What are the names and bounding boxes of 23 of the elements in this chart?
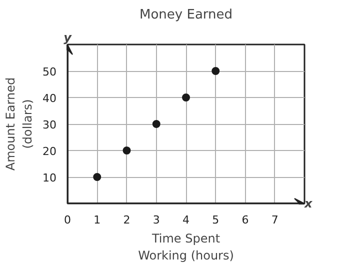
y-tick-label: 30: [42, 118, 57, 132]
point: [93, 173, 102, 181]
x-tick-label: 5: [212, 214, 220, 226]
x-tick-label: 7: [271, 214, 278, 226]
y-tick-label: 40: [42, 92, 57, 105]
x-axis-title: Time Spent Working (hours): [138, 232, 234, 262]
x-tick-label: 4: [182, 214, 190, 226]
point: [122, 146, 131, 154]
y-tick-label: 10: [42, 172, 57, 184]
x-tick-label: 1: [94, 214, 101, 226]
point: [212, 67, 220, 75]
y-tick-label: 50: [42, 66, 57, 78]
point: [152, 120, 160, 128]
text: x: [304, 196, 314, 210]
y-tick-label: 20: [42, 145, 57, 158]
y-axis-title: Amount Earned (dollars): [4, 77, 35, 171]
text: y: [64, 30, 73, 44]
x-tick-label: 2: [123, 214, 130, 226]
x-tick-label: 6: [242, 214, 249, 226]
point: [182, 94, 190, 102]
chart-title: Money Earned: [139, 8, 233, 22]
x-tick-label: 3: [152, 214, 160, 226]
x-tick-label: 0: [64, 214, 71, 226]
